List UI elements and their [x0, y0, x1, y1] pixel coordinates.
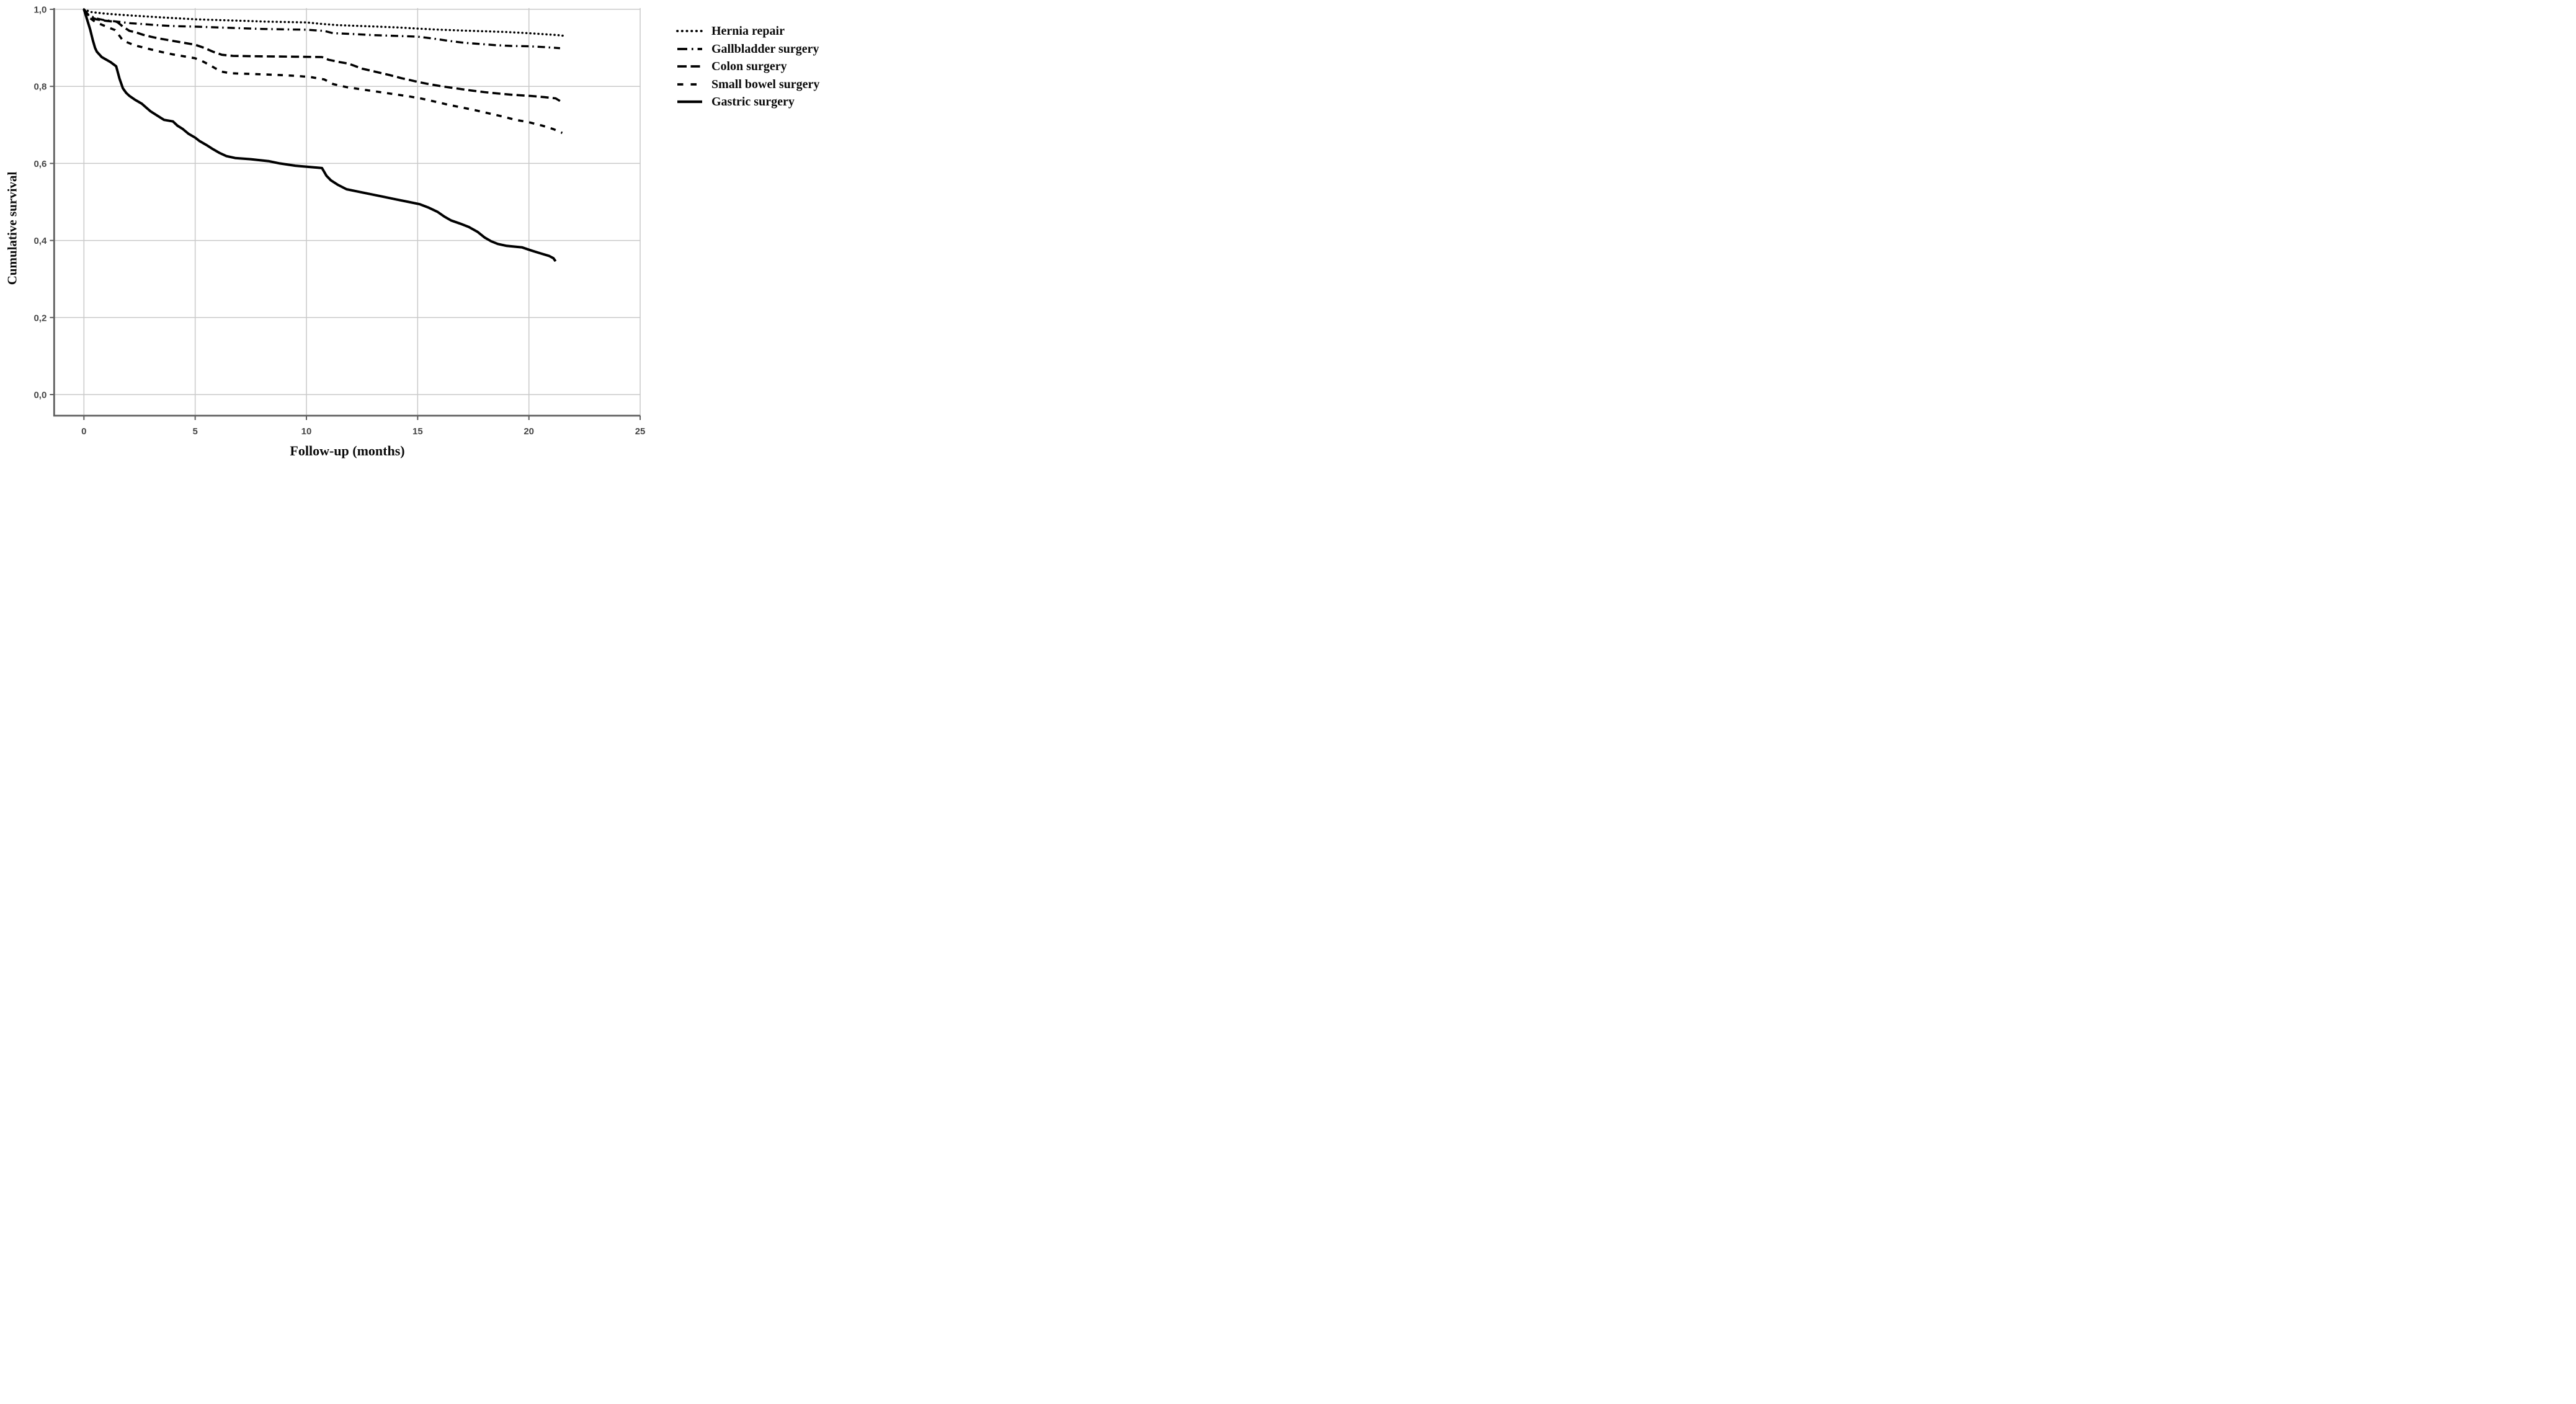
survival-curve-gallbladder-surgery [82, 8, 561, 50]
y-tick-label-5: 0,0 [33, 390, 47, 401]
legend-line-dotted-icon [676, 30, 703, 33]
legend-item-colon-surgery: Colon surgery [676, 58, 819, 76]
legend-label: Colon surgery [711, 60, 787, 74]
legend-label: Gastric surgery [711, 95, 795, 109]
plot-area: 1,0 0,8 0,6 0,4 0,2 0,0 0 5 10 15 20 25 [33, 5, 646, 437]
x-tick-label-0: 0 [81, 426, 86, 437]
legend-label: Small bowel surgery [711, 77, 820, 91]
legend-item-gallbladder-surgery: Gallbladder surgery [676, 40, 819, 58]
y-tick-label-4: 0,2 [33, 313, 47, 323]
y-axis-title: Cumulative survival [4, 171, 20, 285]
legend-line-dash-icon [677, 83, 702, 86]
legend-line-longdash-icon [677, 65, 702, 68]
y-tick-label-0: 1,0 [33, 5, 47, 16]
x-tick-label-2: 10 [301, 426, 312, 437]
legend-item-gastric-surgery: Gastric surgery [676, 93, 819, 111]
y-tick-label-2: 0,6 [33, 159, 47, 169]
x-tick-label-1: 5 [192, 426, 197, 437]
x-tick-label-5: 25 [635, 426, 646, 437]
legend: Hernia repair Gallbladder surgery Colon … [676, 22, 819, 111]
survival-curve-colon-surgery [82, 8, 561, 102]
survival-curve-hernia-repair [82, 8, 566, 37]
legend-line-solid-icon [677, 101, 702, 104]
x-axis-title: Follow-up (months) [290, 443, 405, 458]
legend-line-dashdot-icon [677, 47, 702, 50]
survival-curve-gastric-surgery [82, 9, 557, 262]
x-tick-label-3: 15 [412, 426, 423, 437]
y-tick-label-3: 0,4 [33, 236, 47, 246]
survival-chart-figure: 1,0 0,8 0,6 0,4 0,2 0,0 0 5 10 15 20 25 Cumulative … [0, 0, 858, 468]
legend-item-hernia-repair: Hernia repair [676, 22, 819, 40]
legend-label: Gallbladder surgery [711, 42, 819, 56]
x-tick-label-4: 20 [524, 426, 534, 437]
y-tick-label-1: 0,8 [33, 82, 47, 92]
legend-item-small-bowel-surgery: Small bowel surgery [676, 76, 819, 94]
legend-label: Hernia repair [711, 24, 785, 38]
